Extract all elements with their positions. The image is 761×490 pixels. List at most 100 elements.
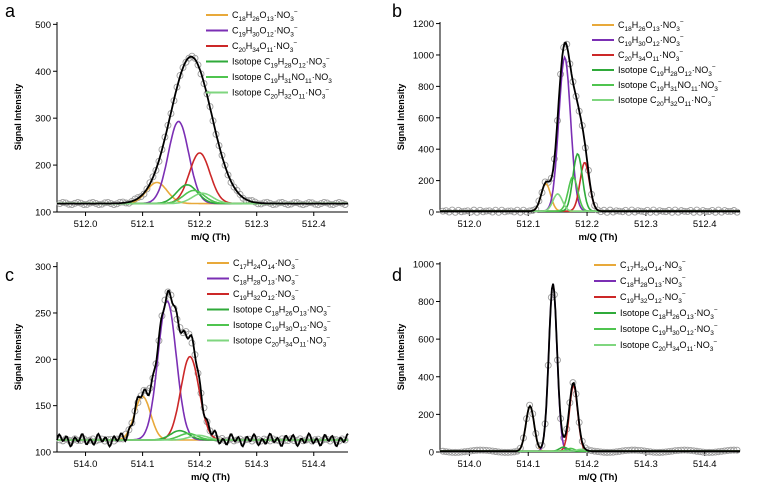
legend-text-part: − [680,19,684,26]
x-tick-label: 512.3 [245,219,269,230]
legend-text-part: 31 [670,86,678,93]
legend-text-part: ·NO [306,57,323,67]
total-fit-curve [57,55,348,205]
legend-text-part: 11 [685,101,692,108]
data-point [74,198,82,206]
legend-text-part: − [327,304,331,311]
legend-text-part: 20 [659,346,667,353]
legend-text-part: 19 [271,63,279,70]
legend-text-part: Isotope C [618,65,657,75]
legend-text-part: − [682,291,686,298]
legend-text-part: 24 [253,264,261,271]
legend-text-part: O [293,320,300,330]
legend-text-part: ·NO [662,260,679,270]
y-tick-label: 300 [35,262,51,273]
component-curve-3 [440,384,740,452]
legend-text-part: − [713,339,717,346]
legend-text-part: ·NO [306,336,323,346]
legend-text-part: C [233,258,240,268]
legend-text-part: H [278,57,285,67]
x-tick-label: 512.4 [693,219,717,230]
data-point [95,201,103,209]
x-tick-label: 514.4 [693,459,717,470]
y-tick-label: 500 [35,20,51,31]
legend-text-part: − [714,307,718,314]
legend-entry: Isotope C19H30O12·NO3− [233,319,331,333]
data-point [140,190,148,198]
data-point [733,208,741,216]
legend-text-part: 13 [266,16,274,23]
component-curve-2 [57,300,348,441]
legend-text-part: − [295,273,299,280]
legend-entry: Isotope C19H28O12·NO3− [232,56,330,70]
data-point [149,173,157,181]
legend-text-part: O [680,340,687,350]
legend-text-part: 20 [239,47,247,54]
legend-text-part: − [294,25,298,32]
legend-text-part: H [666,308,673,318]
legend-text-part: H [664,95,671,105]
legend-entry: C18H26O13·NO3− [618,19,684,33]
legend-text-part: − [327,319,331,326]
data-point [314,201,322,209]
legend-entry: C20H34O11·NO3− [232,40,297,54]
legend-text-part: 13 [300,311,308,318]
legend-entry: Isotope C20H32O11·NO3− [232,87,329,101]
legend-text-part: − [711,94,715,101]
legend-text-part: H [278,88,285,98]
legend-text-part: 3 [323,326,327,333]
x-tick-label: 512.1 [516,219,540,230]
legend-text-part: − [294,9,298,16]
y-tick-label: 250 [35,308,51,319]
legend-text-part: O [292,88,299,98]
data-point [591,202,599,209]
legend-text-part: 3 [708,71,712,78]
legend-text-part: ·NO [275,274,292,284]
y-tick-label: 300 [35,114,51,125]
legend-text-part: 26 [638,26,646,33]
legend-text-part: ·NO [275,258,292,268]
legend-entry: C18H28O13·NO3− [233,273,299,287]
legend-text-part: H [278,72,285,82]
legend-text-part: H [247,289,254,299]
legend-text-part: 19 [657,86,665,93]
y-axis-label: Signal Intensity [13,84,23,151]
legend-text-part: Isotope C [620,340,659,350]
legend-text-part: 18 [272,311,280,318]
legend-text-part: − [293,40,297,47]
y-tick-label: 800 [418,82,434,93]
legend-text-part: − [712,64,716,71]
legend-text-part: Isotope C [232,88,271,98]
legend-text-part: O [259,26,266,36]
legend-text-part: 12 [267,295,275,302]
data-point [299,201,307,209]
y-tick-label: 400 [35,67,51,78]
legend-text-part: 3 [323,342,327,349]
y-tick-label: 150 [35,401,51,412]
legend-entry: C18H26O13·NO3− [232,9,298,23]
legend-text-part: ·NO [692,65,709,75]
legend-text-part: H [664,65,671,75]
legend-text-part: O [680,308,687,318]
legend-text-part: 13 [654,282,662,289]
legend-entry: C19H32O12·NO3− [233,288,299,302]
legend-text-part: 3 [678,266,682,273]
legend-text-part: 18 [659,314,667,321]
legend-text-part: O [293,336,300,346]
legend-text-part: H [666,324,673,334]
x-tick-label: 512.1 [131,219,155,230]
legend-text-part: O [260,274,267,284]
legend-text-part: H [664,80,671,90]
legend-text-part: − [714,323,718,330]
y-axis-label: Signal Intensity [396,324,406,391]
legend-text-part: C [620,276,627,286]
legend-text-part: 3 [328,78,332,85]
y-tick-label: 1000 [413,259,434,270]
y-tick-label: 600 [418,113,434,124]
legend-entry: C19H30O12·NO3− [618,34,684,48]
legend-entry: C17H24O14·NO3− [233,257,299,271]
legend-text-part: ·NO [274,10,291,20]
y-tick-label: 1200 [413,19,434,30]
legend-text-part: O [292,57,299,67]
legend-text-part: 12 [687,330,695,337]
